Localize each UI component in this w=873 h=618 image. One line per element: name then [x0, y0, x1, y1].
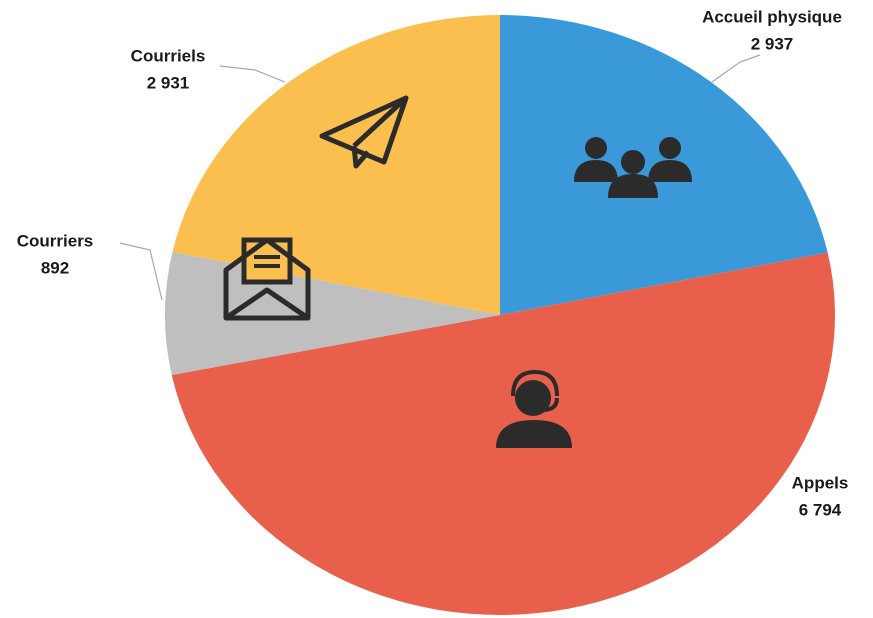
leader-line	[219, 65, 286, 83]
slice-label: Appels	[792, 473, 849, 492]
slice-label: Courriels	[131, 46, 206, 65]
slice-value-label: 892	[41, 258, 69, 277]
slice-value-label: 2 931	[147, 73, 190, 92]
slice-value-label: 2 937	[751, 34, 794, 53]
slice-value-label: 6 794	[799, 500, 842, 519]
icon-people	[574, 137, 692, 198]
leader-lines	[119, 54, 761, 301]
icon-envelope	[223, 237, 311, 321]
leader-line	[711, 54, 761, 83]
pie	[164, 15, 835, 615]
leader-line	[119, 242, 163, 301]
icon-headset	[496, 370, 572, 448]
slice-label: Courriers	[17, 231, 94, 250]
icon-paper-plane	[319, 95, 409, 169]
slice-label: Accueil physique	[702, 7, 842, 26]
